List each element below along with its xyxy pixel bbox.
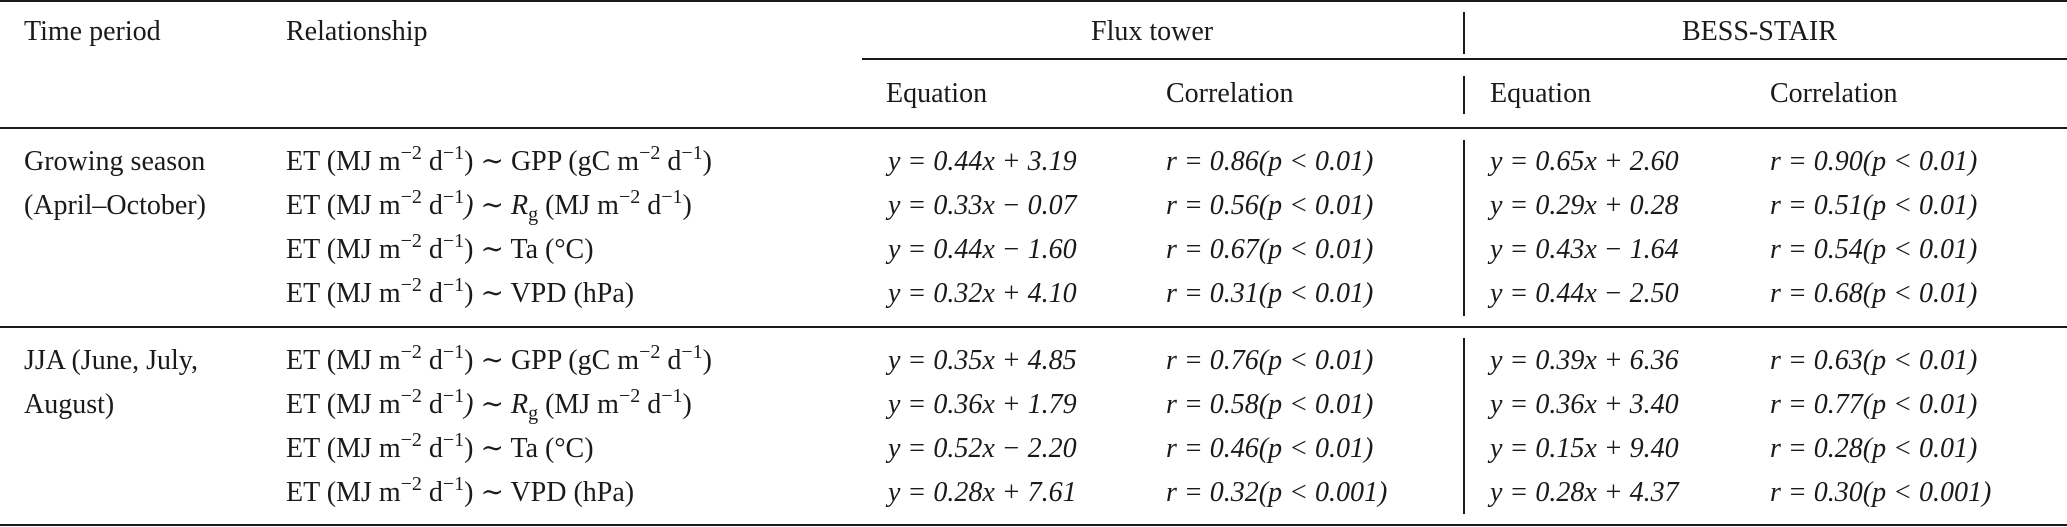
header-flux-tower: Flux tower bbox=[1091, 16, 1214, 47]
bess-equation-cell: y = 0.65x + 2.60 bbox=[1490, 146, 1679, 177]
top-rule bbox=[0, 0, 2067, 2]
relationship-cell: ET (MJ m−2 d−1) ∼ Rg (MJ m−2 d−1) bbox=[286, 186, 692, 226]
bess-equation-cell: y = 0.15x + 9.40 bbox=[1490, 433, 1679, 464]
bess-equation-cell: y = 0.28x + 4.37 bbox=[1490, 477, 1679, 508]
group-separator-rule bbox=[0, 326, 2067, 328]
relationship-cell: ET (MJ m−2 d−1) ∼ Ta (°C) bbox=[286, 230, 594, 265]
flux-correlation-cell: r = 0.58(p < 0.01) bbox=[1166, 389, 1374, 420]
header-bess-stair: BESS-STAIR bbox=[1682, 16, 1837, 47]
flux-equation-cell: y = 0.35x + 4.85 bbox=[888, 345, 1077, 376]
relationship-cell: ET (MJ m−2 d−1) ∼ VPD (hPa) bbox=[286, 473, 635, 508]
relationship-cell: ET (MJ m−2 d−1) ∼ Ta (°C) bbox=[286, 429, 594, 464]
flux-equation-cell: y = 0.32x + 4.10 bbox=[888, 278, 1077, 309]
header-bottom-rule bbox=[0, 127, 2067, 129]
bess-equation-cell: y = 0.43x − 1.64 bbox=[1490, 234, 1679, 265]
bess-correlation-cell: r = 0.68(p < 0.01) bbox=[1770, 278, 1978, 309]
header-group-rule bbox=[862, 58, 2067, 60]
flux-equation-cell: y = 0.28x + 7.61 bbox=[888, 477, 1077, 508]
period-label: Growing season bbox=[24, 146, 206, 177]
relationship-cell: ET (MJ m−2 d−1) ∼ Rg (MJ m−2 d−1) bbox=[286, 385, 692, 425]
bess-correlation-cell: r = 0.63(p < 0.01) bbox=[1770, 345, 1978, 376]
flux-equation-cell: y = 0.33x − 0.07 bbox=[888, 190, 1077, 221]
header-bess-correlation: Correlation bbox=[1770, 78, 1898, 109]
bess-correlation-cell: r = 0.30(p < 0.001) bbox=[1770, 477, 1992, 508]
period-label: August) bbox=[24, 389, 115, 420]
header-flux-correlation: Correlation bbox=[1166, 78, 1294, 109]
flux-equation-cell: y = 0.44x + 3.19 bbox=[888, 146, 1077, 177]
bess-correlation-cell: r = 0.28(p < 0.01) bbox=[1770, 433, 1978, 464]
header-flux-equation: Equation bbox=[886, 78, 988, 109]
flux-correlation-cell: r = 0.46(p < 0.01) bbox=[1166, 433, 1374, 464]
bess-correlation-cell: r = 0.54(p < 0.01) bbox=[1770, 234, 1978, 265]
period-label: (April–October) bbox=[24, 190, 206, 221]
bess-correlation-cell: r = 0.77(p < 0.01) bbox=[1770, 389, 1978, 420]
period-label: JJA (June, July, bbox=[24, 345, 198, 376]
column-divider bbox=[1463, 76, 1465, 114]
flux-equation-cell: y = 0.52x − 2.20 bbox=[888, 433, 1077, 464]
header-time-period: Time period bbox=[24, 16, 161, 47]
flux-correlation-cell: r = 0.56(p < 0.01) bbox=[1166, 190, 1374, 221]
bess-equation-cell: y = 0.36x + 3.40 bbox=[1490, 389, 1679, 420]
header-bess-equation: Equation bbox=[1490, 78, 1592, 109]
flux-correlation-cell: r = 0.76(p < 0.01) bbox=[1166, 345, 1374, 376]
column-divider bbox=[1463, 12, 1465, 54]
bottom-rule bbox=[0, 524, 2067, 526]
bess-equation-cell: y = 0.39x + 6.36 bbox=[1490, 345, 1679, 376]
relationship-cell: ET (MJ m−2 d−1) ∼ VPD (hPa) bbox=[286, 274, 635, 309]
flux-equation-cell: y = 0.36x + 1.79 bbox=[888, 389, 1077, 420]
relationship-cell: ET (MJ m−2 d−1) ∼ GPP (gC m−2 d−1) bbox=[286, 142, 712, 177]
bess-equation-cell: y = 0.44x − 2.50 bbox=[1490, 278, 1679, 309]
column-divider bbox=[1463, 338, 1465, 514]
bess-correlation-cell: r = 0.51(p < 0.01) bbox=[1770, 190, 1978, 221]
column-divider bbox=[1463, 140, 1465, 316]
flux-equation-cell: y = 0.44x − 1.60 bbox=[888, 234, 1077, 265]
bess-equation-cell: y = 0.29x + 0.28 bbox=[1490, 190, 1679, 221]
header-relationship: Relationship bbox=[286, 16, 428, 47]
bess-correlation-cell: r = 0.90(p < 0.01) bbox=[1770, 146, 1978, 177]
flux-correlation-cell: r = 0.32(p < 0.001) bbox=[1166, 477, 1388, 508]
flux-correlation-cell: r = 0.67(p < 0.01) bbox=[1166, 234, 1374, 265]
relationship-cell: ET (MJ m−2 d−1) ∼ GPP (gC m−2 d−1) bbox=[286, 341, 712, 376]
flux-correlation-cell: r = 0.31(p < 0.01) bbox=[1166, 278, 1374, 309]
flux-correlation-cell: r = 0.86(p < 0.01) bbox=[1166, 146, 1374, 177]
